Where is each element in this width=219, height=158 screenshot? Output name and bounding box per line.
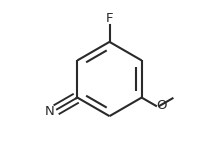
- Text: F: F: [106, 12, 113, 25]
- Text: O: O: [157, 99, 167, 112]
- Text: N: N: [44, 105, 54, 118]
